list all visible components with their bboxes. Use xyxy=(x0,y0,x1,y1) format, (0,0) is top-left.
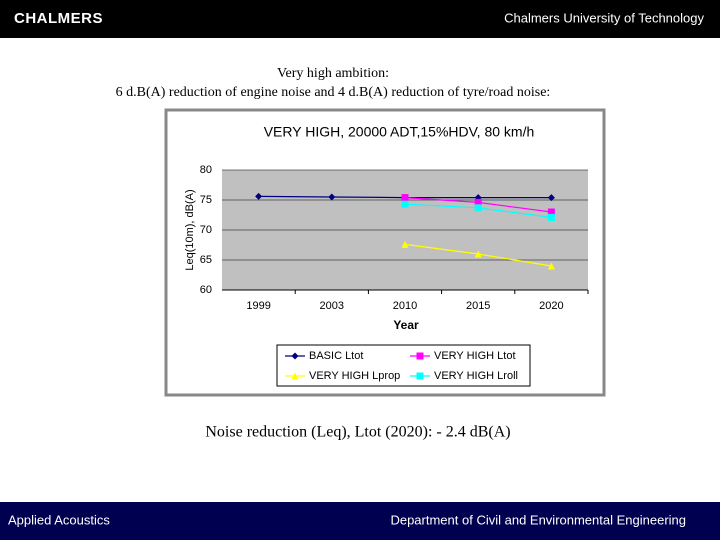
y-tick-label: 65 xyxy=(200,254,212,266)
legend-marker xyxy=(416,372,424,380)
footer-left: Applied Acoustics xyxy=(8,512,110,527)
data-point xyxy=(401,240,409,248)
heading: Very high ambition: xyxy=(277,66,389,81)
legend xyxy=(276,344,531,387)
footer-right: Department of Civil and Environmental En… xyxy=(390,512,686,527)
legend-marker xyxy=(416,352,424,360)
university: Chalmers University of Technology xyxy=(504,10,704,25)
data-point xyxy=(474,204,482,212)
x-tick-label: 2010 xyxy=(393,300,417,312)
legend-label: VERY HIGH Lroll xyxy=(434,370,518,382)
data-point xyxy=(547,262,555,270)
data-point xyxy=(255,192,263,200)
x-tick-label: 2003 xyxy=(320,300,344,312)
x-tick-label: 2015 xyxy=(466,300,490,312)
x-tick-label: 2020 xyxy=(539,300,563,312)
legend-marker xyxy=(291,372,299,380)
legend-marker xyxy=(291,352,299,360)
footer-bar xyxy=(0,502,720,540)
data-point xyxy=(328,193,336,201)
y-axis-label: Leq(10m), dB(A) xyxy=(184,189,196,270)
logo: CHALMERS xyxy=(14,10,103,27)
legend-label: VERY HIGH Ltot xyxy=(434,350,516,362)
y-tick-label: 60 xyxy=(200,284,212,296)
data-point xyxy=(547,208,555,216)
data-point xyxy=(474,250,482,258)
data-point xyxy=(474,198,482,206)
legend-label: BASIC Ltot xyxy=(309,350,363,362)
y-tick-label: 75 xyxy=(200,194,212,206)
chart-title: VERY HIGH, 20000 ADT,15%HDV, 80 km/h xyxy=(264,124,535,140)
legend-label: VERY HIGH Lprop xyxy=(309,370,400,382)
x-axis-label: Year xyxy=(393,318,419,332)
heading: 6 d.B(A) reduction of engine noise and 4… xyxy=(116,85,551,100)
data-point xyxy=(547,194,555,202)
caption: Noise reduction (Leq), Ltot (2020): - 2.… xyxy=(205,424,510,441)
x-tick-label: 1999 xyxy=(246,300,270,312)
data-point xyxy=(401,194,409,202)
data-point xyxy=(547,213,555,221)
data-point xyxy=(401,200,409,208)
y-tick-label: 70 xyxy=(200,224,212,236)
y-tick-label: 80 xyxy=(200,164,212,176)
header-bar xyxy=(0,0,720,38)
